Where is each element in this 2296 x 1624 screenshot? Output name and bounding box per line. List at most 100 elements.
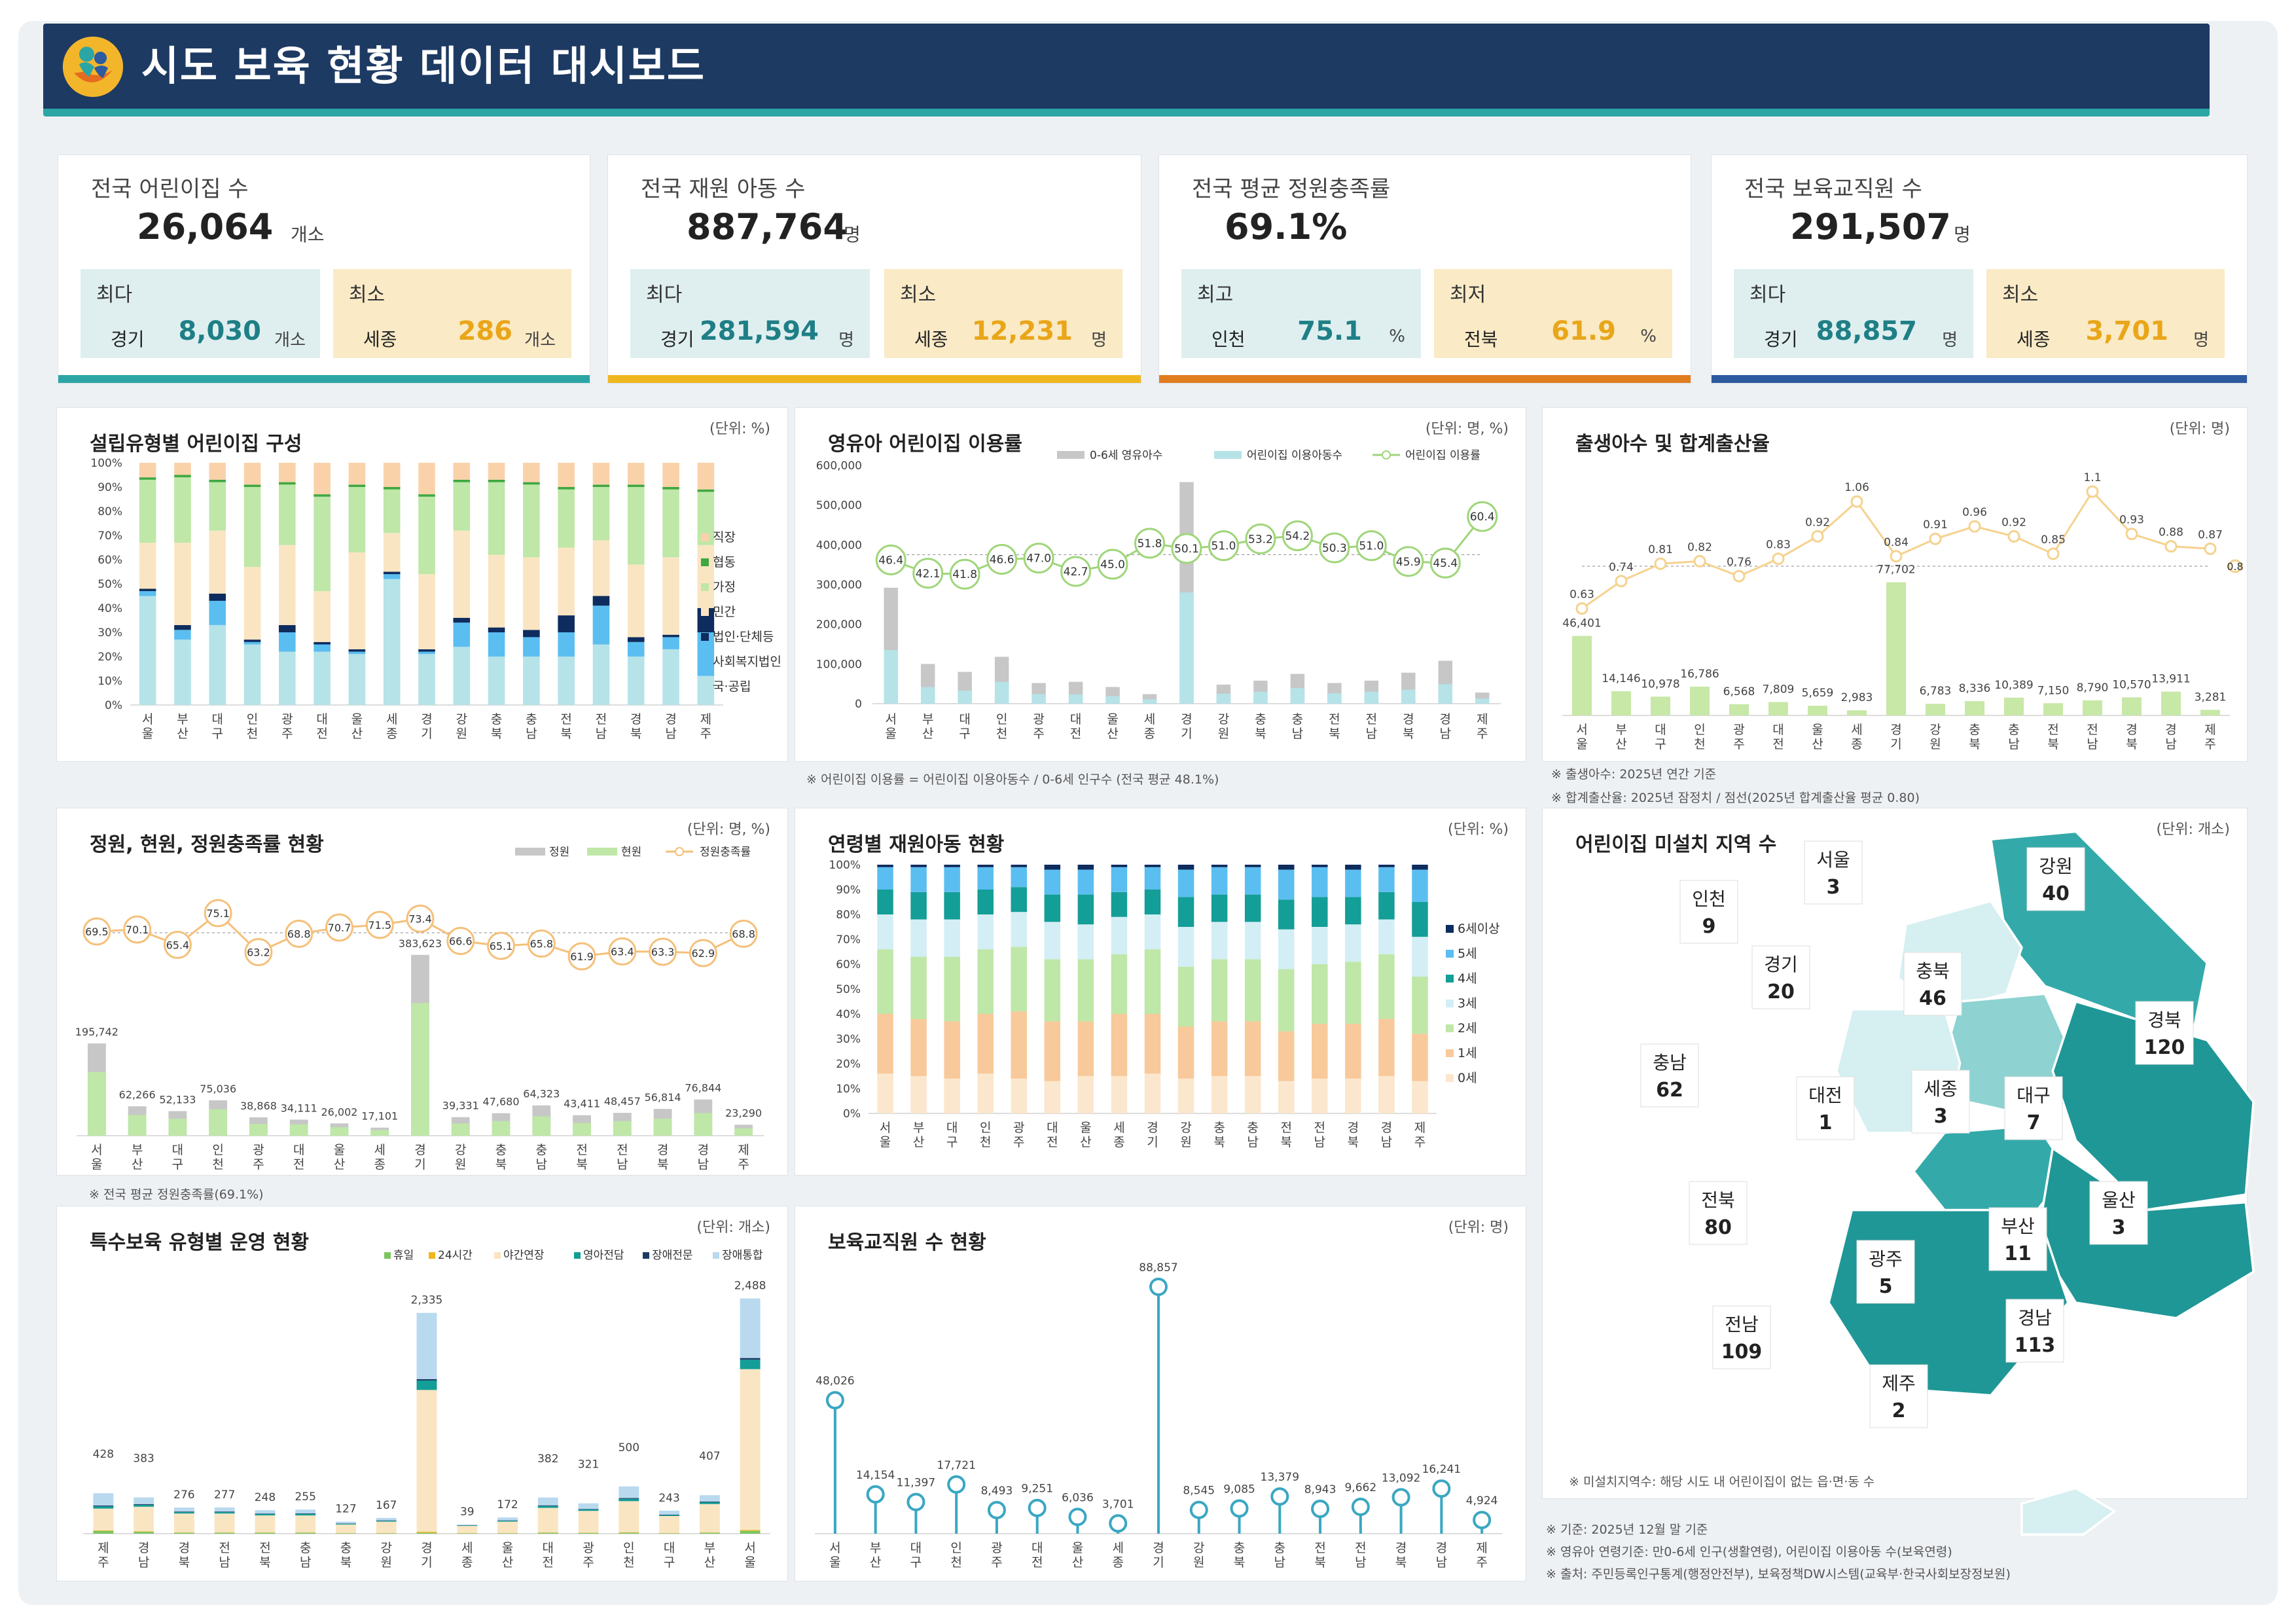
kpi-min-value: 3,701 [2085,316,2168,346]
x-tick-label: 원 [380,1555,391,1570]
bar-value-label: 38,868 [240,1100,277,1112]
map-label-서울: 서울 3 [1804,840,1863,905]
bar-segment [659,1533,680,1534]
kpi-min-region: 세종 [914,329,948,350]
x-tick-label: 주 [1733,737,1744,751]
x-tick-label: 북 [340,1555,351,1570]
bar-segment [336,1521,356,1524]
rate-marker [487,931,516,960]
bar-segment [209,479,226,482]
bar-segment [537,1507,558,1533]
bar-segment [910,867,927,892]
x-tick-label: 전 [219,1541,230,1555]
bar-segment [497,1521,518,1533]
x-tick-label: 구 [664,1555,675,1570]
rate-marker [1208,530,1239,562]
bar-segment [383,571,401,575]
map-label-value: 109 [1721,1341,1763,1363]
map-regions [1827,830,2255,1536]
rate-label: 53.2 [1248,533,1273,546]
legend-swatch [1382,450,1391,460]
value-label: 9,662 [1344,1481,1376,1494]
value-label: 13,379 [1261,1471,1299,1484]
x-tick-label: 경 [665,712,676,727]
x-tick-label: 서 [880,1121,891,1135]
x-tick-label: 서 [885,712,896,727]
kpi-card: 전국 어린이집 수 26,064 개소 최다 경기 8,030 개소 최소 세종… [58,154,590,384]
bar-users [1475,698,1490,704]
rate-marker [163,931,192,959]
x-tick-label: 충 [1247,1121,1258,1135]
x-tick-label: 광 [1033,712,1044,727]
bar-segment [488,627,505,632]
bar-segment [279,624,296,632]
kpi-card: 전국 재원 아동 수 887,764 명 최다 경기 281,594 명 최소 … [607,154,1141,384]
value-label: 13,092 [1382,1471,1420,1485]
bar-births [1651,696,1670,715]
bar-segment [1312,865,1328,867]
tfr-marker [1693,554,1706,568]
bar-segment [1378,954,1395,1019]
bar-segment [523,463,540,482]
bar-segment [314,651,331,705]
bar-segment [1211,922,1228,960]
bar-users [1031,694,1046,704]
x-tick-label: 대 [664,1541,675,1555]
bar-segment [910,892,927,920]
bar-segment [537,1506,558,1508]
bar-births [1768,702,1788,715]
rate-label: 65.4 [166,939,190,952]
bar-segment [255,1532,276,1534]
rate-marker [1134,528,1166,559]
x-tick-label: 강 [380,1541,391,1555]
bar-segment [1345,1024,1361,1079]
bar-segment [93,1506,114,1509]
x-tick-label: 종 [461,1555,473,1570]
bar-segment [537,1497,558,1506]
bar-segment [1011,1078,1028,1113]
y-tick-label: 0% [105,699,122,712]
map-label-전남: 전남 109 [1712,1305,1771,1369]
kpi-unit: 명 [844,224,861,245]
tfr-marker [1850,495,1863,508]
kpi-min-region: 전북 [1464,329,1498,350]
bar-segment [139,543,156,589]
bar-segment [1244,922,1261,960]
bar-segment [279,482,296,485]
x-tick-label: 남 [2008,737,2019,751]
rate-label: 45.4 [1433,557,1458,570]
map-label-box [2135,1001,2194,1065]
bar-value-label: 43,411 [564,1098,600,1110]
x-tick-label: 주 [1414,1135,1426,1149]
bar-segment [1278,969,1295,1032]
x-tick-label: 충 [1274,1541,1285,1555]
bar-segment [174,475,191,478]
map-label-box [1903,952,1962,1016]
value-label: 16,241 [1422,1463,1461,1476]
x-tick-label: 울 [880,1135,891,1149]
kpi-max-box: 최고 인천 75.1 % [1181,269,1421,358]
bar-users [1142,699,1157,704]
x-tick-label: 북 [576,1157,587,1172]
map-label-경기: 경기 20 [1751,945,1810,1009]
lollipop-dot [1068,1507,1087,1526]
legend-swatch [587,848,617,856]
x-tick-label: 울 [1080,1121,1091,1135]
bar-total-label: 276 [173,1489,194,1502]
x-tick-label: 남 [698,1157,709,1172]
bar-users [1290,688,1305,704]
bar-segment [659,1515,680,1533]
map-label-value: 3 [2112,1216,2126,1239]
x-tick-label: 남 [1292,727,1303,741]
map-label-충북: 충북 46 [1903,952,1962,1016]
legend-label: 장애전문 [652,1249,693,1262]
x-tick-label: 경 [414,1143,425,1157]
bar-total-label: 321 [578,1458,599,1471]
bar-total-label: 2,488 [734,1280,766,1293]
tfr-label: 0.63 [1570,588,1594,602]
bar-total-label: 382 [537,1453,558,1466]
bar-total-label: 248 [255,1491,276,1504]
x-tick-label: 주 [738,1157,749,1172]
x-tick-label: 주 [2204,737,2215,751]
legend-swatch [701,608,709,616]
